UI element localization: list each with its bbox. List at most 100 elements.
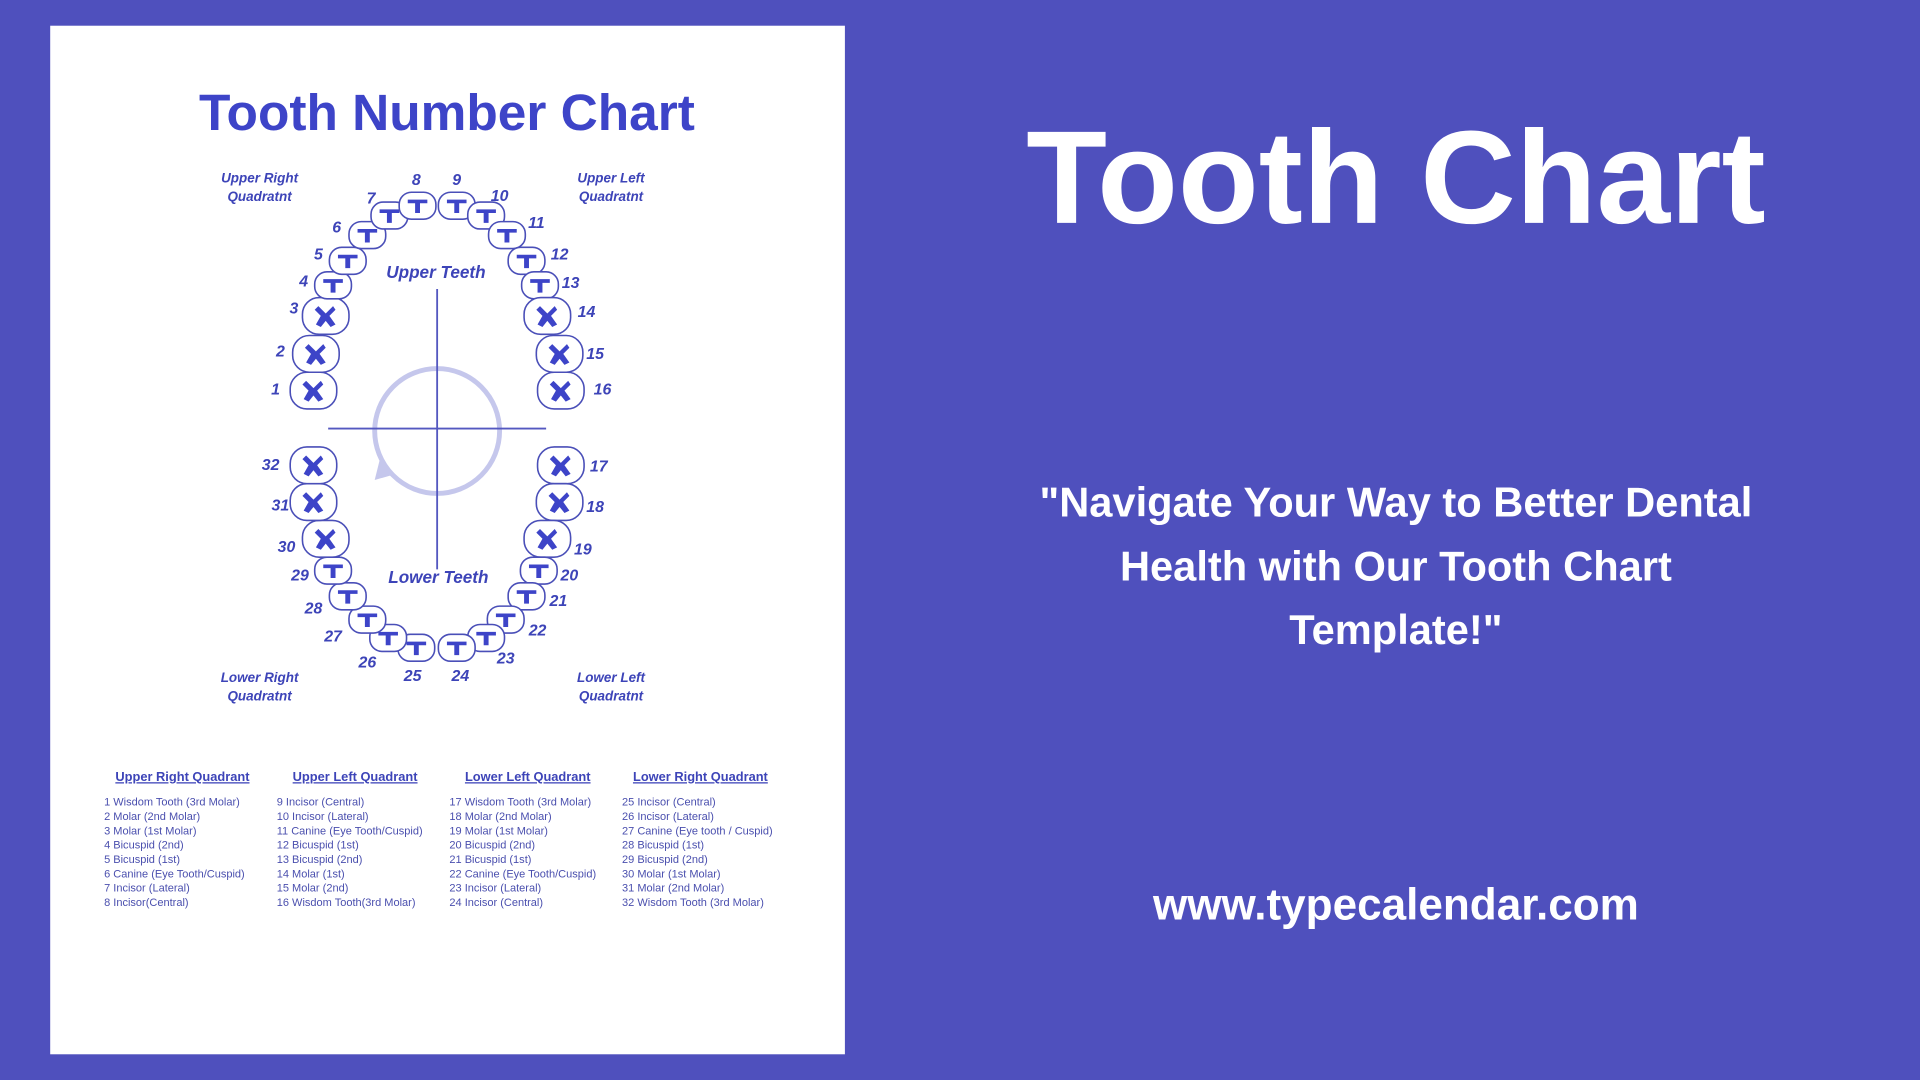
tooth-number-label: 20 [560, 567, 579, 584]
legend-item: 21 Bicuspid (1st) [449, 854, 531, 866]
svg-text:Quadratnt: Quadratnt [227, 688, 292, 703]
tooth-2[interactable] [291, 334, 340, 374]
tooth-4[interactable] [313, 271, 353, 300]
tooth-number-label: 9 [452, 172, 461, 189]
tooth-11[interactable] [487, 220, 527, 250]
tooth-number-label: 11 [528, 215, 545, 232]
upper-teeth-label: Upper Teeth [386, 262, 485, 282]
legend-item: 32 Wisdom Tooth (3rd Molar) [622, 897, 764, 909]
legend-item: 9 Incisor (Central) [277, 797, 365, 809]
legend-column: Upper Right Quadrant 1 Wisdom Tooth (3rd … [104, 769, 250, 909]
tooth-13[interactable] [520, 271, 560, 300]
legend-item: 20 Bicuspid (2nd) [449, 840, 535, 852]
tooth-legend: Upper Right Quadrant 1 Wisdom Tooth (3rd … [104, 769, 773, 909]
legend-item: 15 Molar (2nd) [277, 883, 349, 895]
tooth-24[interactable] [437, 633, 476, 663]
tooth-number-label: 16 [594, 381, 612, 398]
legend-item: 24 Incisor (Central) [449, 897, 543, 909]
tooth-number-label: 30 [278, 539, 296, 556]
svg-text:Template!": Template!" [1289, 606, 1502, 653]
rotation-arrow-icon [374, 460, 392, 480]
tooth-number-label: 21 [549, 593, 568, 610]
tooth-number-label: 8 [412, 172, 421, 189]
legend-item: 8 Incisor(Central) [104, 897, 188, 909]
tooth-number-label: 1 [271, 381, 280, 398]
legend-item: 10 Incisor (Lateral) [277, 811, 369, 823]
svg-text:Health with Our Tooth Chart: Health with Our Tooth Chart [1120, 542, 1672, 589]
svg-text:Lower Left: Lower Left [577, 670, 646, 685]
legend-item: 2 Molar (2nd Molar) [104, 811, 200, 823]
tooth-number-label: 25 [403, 668, 423, 685]
legend-item: 16 Wisdom Tooth(3rd Molar) [277, 897, 416, 909]
legend-item: 12 Bicuspid (1st) [277, 840, 359, 852]
card-title: Tooth Number Chart [199, 83, 695, 141]
lower-teeth-label: Lower Teeth [388, 567, 488, 587]
legend-item: 1 Wisdom Tooth (3rd Molar) [104, 797, 240, 809]
legend-item: 30 Molar (1st Molar) [622, 868, 721, 880]
legend-item: 25 Incisor (Central) [622, 797, 716, 809]
tooth-15[interactable] [535, 334, 584, 374]
website-url[interactable]: www.typecalendar.com [1152, 881, 1639, 930]
tooth-number-label: 29 [290, 567, 309, 584]
tooth-number-label: 22 [528, 623, 547, 640]
tooth-1[interactable] [289, 371, 338, 410]
tooth-20[interactable] [519, 556, 558, 585]
legend-header: Lower Right Quadrant [633, 769, 769, 784]
tooth-number-label: 15 [586, 346, 605, 363]
tooth-21[interactable] [507, 582, 546, 611]
tooth-17[interactable] [536, 446, 585, 485]
tooth-5[interactable] [328, 246, 367, 276]
tooth-28[interactable] [328, 582, 367, 611]
legend-column: Lower Right Quadrant 25 Incisor (Central)… [622, 769, 773, 909]
tooth-14[interactable] [523, 296, 572, 336]
legend-item: 28 Bicuspid (1st) [622, 840, 704, 852]
tooth-number-label: 19 [574, 542, 592, 559]
tooth-number-label: 5 [314, 247, 324, 264]
legend-item: 3 Molar (1st Molar) [104, 825, 196, 837]
tooth-number-label: 3 [289, 300, 298, 317]
tooth-number-label: 17 [590, 458, 609, 475]
tooth-number-label: 2 [275, 343, 285, 360]
legend-header: Upper Left Quadrant [293, 769, 419, 784]
legend-item: 23 Incisor (Lateral) [449, 883, 541, 895]
legend-item: 22 Canine (Eye Tooth/Cuspid) [449, 868, 596, 880]
tooth-27[interactable] [348, 605, 387, 634]
tooth-number-label: 26 [357, 654, 376, 671]
tooth-number-label: 28 [304, 600, 323, 617]
tooth-number-label: 12 [551, 247, 569, 264]
legend-item: 13 Bicuspid (2nd) [277, 854, 363, 866]
legend-item: 17 Wisdom Tooth (3rd Molar) [449, 797, 591, 809]
tooth-number-label: 10 [491, 188, 509, 205]
tooth-number-label: 6 [332, 220, 341, 237]
tooth-29[interactable] [313, 556, 353, 585]
tooth-31[interactable] [289, 482, 338, 522]
hero-title: Tooth Chart [1026, 104, 1765, 252]
hero-tagline: "Navigate Your Way to Better Dental Heal… [1039, 479, 1752, 653]
legend-item: 4 Bicuspid (2nd) [104, 840, 184, 852]
legend-item: 14 Molar (1st) [277, 868, 345, 880]
legend-column: Upper Left Quadrant 9 Incisor (Central) 10… [277, 769, 423, 909]
tooth-18[interactable] [535, 482, 584, 522]
tooth-3[interactable] [301, 296, 350, 336]
quadrant-label-upper-right: Upper Right Quadratnt [221, 170, 298, 203]
tooth-number-label: 23 [496, 651, 515, 668]
quadrant-label-upper-left: Upper Left Quadratnt [577, 170, 645, 203]
svg-text:Upper Right: Upper Right [221, 170, 298, 185]
legend-item: 6 Canine (Eye Tooth/Cuspid) [104, 868, 245, 880]
tooth-number-label: 4 [298, 274, 308, 291]
legend-item: 31 Molar (2nd Molar) [622, 883, 724, 895]
tooth-30[interactable] [301, 519, 350, 558]
tooth-number-label: 13 [562, 275, 580, 292]
legend-item: 29 Bicuspid (2nd) [622, 854, 708, 866]
quadrant-label-lower-left: Lower Left Quadratnt [577, 670, 646, 703]
tooth-19[interactable] [523, 519, 572, 558]
legend-item: 11 Canine (Eye Tooth/Cuspid) [277, 825, 423, 837]
tooth-12[interactable] [507, 246, 546, 276]
tooth-32[interactable] [289, 446, 338, 485]
tooth-6[interactable] [348, 220, 387, 250]
tooth-16[interactable] [536, 371, 585, 410]
legend-column: Lower Left Quadrant 17 Wisdom Tooth (3rd … [449, 769, 596, 909]
tooth-8[interactable] [398, 191, 437, 220]
tooth-23[interactable] [466, 623, 506, 653]
